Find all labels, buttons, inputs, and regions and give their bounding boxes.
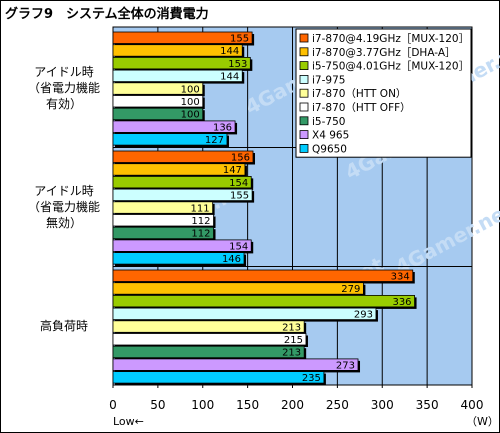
bar [112,320,305,333]
x-tick-label: 150 [236,398,259,412]
category-label: （省電力機能 [28,80,100,95]
bar [112,282,364,295]
data-label: 100 [181,84,200,95]
bar [112,307,377,321]
legend-swatch [299,33,309,43]
data-label: 336 [392,297,411,308]
bar [112,150,254,163]
legend-label: i7-870@4.19GHz［MUX-120］ [312,33,469,45]
legend-label: i5-750 [312,116,345,128]
bar [112,294,415,308]
data-label: 111 [191,203,210,214]
legend-swatch [299,130,309,140]
legend-label: i5-750@4.01GHz［MUX-120］ [312,61,469,73]
bar [112,214,214,227]
category-label: アイドル時 [34,184,93,198]
data-label: 144 [220,72,239,83]
data-label: 144 [220,46,239,57]
x-tick-label: 0 [109,398,117,412]
data-label: 154 [229,178,248,189]
data-label: 156 [231,153,250,164]
bar [112,226,214,240]
x-tick-label: 200 [281,398,304,412]
data-label: 100 [181,110,200,121]
category-label: （省電力機能 [28,199,100,214]
data-label: 112 [191,216,210,227]
x-tick-label: 350 [416,398,439,412]
bar [112,358,359,371]
bar [112,188,253,202]
x-tick-label: 100 [191,398,214,412]
x-tick-label: 250 [326,398,349,412]
data-label: 127 [205,135,224,146]
bar [112,95,204,108]
x-axis-low-label: Low← [113,415,144,428]
bar [112,69,243,82]
legend-label: i7-975 [312,74,345,86]
legend-swatch [299,88,309,98]
legend-swatch [299,61,309,70]
bar [112,201,214,214]
legend [295,28,472,158]
legend-swatch [299,116,309,126]
bar [112,133,228,146]
data-label: 155 [230,191,249,202]
data-label: 155 [230,34,249,45]
data-label: 100 [181,97,200,108]
bar [112,269,414,282]
data-label: 213 [282,348,301,359]
bar [112,82,204,95]
category-label: 高負荷時 [40,318,88,333]
data-label: 215 [284,335,303,346]
data-label: 235 [302,373,321,384]
data-label: 153 [228,59,247,70]
bar [112,107,204,121]
bar [112,333,307,346]
data-label: 154 [229,241,248,252]
data-label: 273 [336,360,355,371]
data-label: 147 [223,165,242,176]
x-axis-unit: （W） [466,415,499,428]
legend-label: i7-870（HTT ON） [312,88,406,100]
bar [112,120,236,133]
bar [112,371,325,384]
bar [112,175,252,189]
data-label: 136 [213,122,232,133]
bar [112,239,252,252]
legend-label: X4 965 [312,130,349,142]
legend-label: i7-870（HTT OFF） [312,102,411,114]
x-tick-label: 300 [371,398,394,412]
data-label: 213 [282,322,301,333]
legend-swatch [299,143,309,153]
data-label: 334 [391,272,410,283]
category-label: 無効） [46,215,82,230]
legend-swatch [299,47,309,57]
bar [112,57,251,70]
data-label: 112 [191,229,210,240]
data-label: 293 [354,310,373,321]
data-label: 279 [341,284,360,295]
legend-swatch [299,102,309,112]
data-label: 146 [222,254,241,265]
bar [112,163,246,176]
legend-label: Q9650 [312,143,347,155]
legend-swatch [299,75,309,84]
bar [112,345,305,359]
category-label: アイドル時 [34,65,93,79]
category-label: 有効） [46,96,82,111]
chart-title: グラフ9 システム全体の消費電力 [5,7,209,22]
x-tick-label: 400 [461,398,484,412]
bar [112,252,245,265]
bar [112,31,253,44]
legend-label: i7-870@3.77GHz［DHA-A］ [312,47,456,59]
x-tick-label: 50 [150,398,165,412]
bar [112,44,243,57]
